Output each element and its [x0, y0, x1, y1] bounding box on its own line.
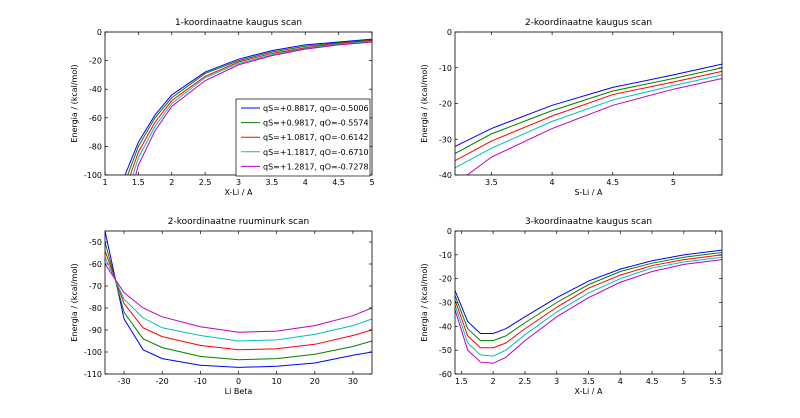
x-tick-label: 20 — [310, 377, 320, 386]
y-tick-label: -50 — [89, 238, 102, 247]
y-tick-label: -20 — [439, 275, 452, 284]
series-line-3 — [129, 40, 372, 175]
legend-entry: qS=+1.2817, qO=-0.7278 — [263, 162, 369, 171]
x-tick-label: 1.5 — [455, 377, 468, 386]
x-tick-label: 5.5 — [709, 377, 722, 386]
series-line-2 — [455, 67, 722, 154]
y-tick-label: 0 — [97, 28, 102, 37]
y-tick-label: -10 — [439, 251, 452, 260]
x-tick-label: -10 — [194, 377, 207, 386]
subplot-4: 1.5 2 2.5 3 3.5 4 4.5 5 5.5 -60 -50 -40 -30 -20 -10 0 3-… — [420, 217, 723, 396]
series-line-1 — [105, 231, 372, 368]
subplot-2: 3.5 4 4.5 5 -40 -30 -20 -10 0 2-koordinaatne kaug… — [420, 18, 723, 197]
y-tick-label: -20 — [89, 57, 102, 66]
series-line-2 — [455, 251, 722, 342]
x-tick-label: 4 — [618, 377, 623, 386]
y-tick-label: -40 — [89, 85, 102, 94]
series-line-3 — [455, 70, 722, 162]
series-line-1 — [124, 38, 372, 175]
x-tick-label: 0 — [236, 377, 241, 386]
y-tick-label: -100 — [84, 348, 102, 357]
x-tick-label: 3 — [554, 377, 559, 386]
series-line-3 — [455, 254, 722, 349]
y-tick-label: -40 — [439, 171, 452, 180]
y-tick-label: -30 — [439, 135, 452, 144]
series-line-2 — [127, 39, 372, 175]
x-tick-label: 4 — [550, 178, 555, 187]
x-tick-label: 2 — [491, 377, 496, 386]
y-tick-label: -10 — [439, 64, 452, 73]
series-line-1 — [455, 249, 722, 334]
legend-entry: qS=+0.9817, qO=-0.5574 — [263, 119, 369, 128]
legend-entry: qS=+1.1817, qO=-0.6710 — [263, 148, 369, 157]
series-line-4 — [455, 74, 722, 169]
y-tick-label: -60 — [439, 370, 452, 379]
y-tick-label: -100 — [84, 171, 102, 180]
x-axis-label: X-Li / A — [575, 387, 603, 396]
y-tick-label: -90 — [89, 326, 102, 335]
y-tick-label: -80 — [89, 304, 102, 313]
x-tick-label: 5 — [681, 377, 686, 386]
chart-title: 1-koordinaatne kaugus scan — [175, 18, 302, 28]
x-tick-label: 5 — [369, 178, 374, 187]
x-tick-label: 5 — [671, 178, 676, 187]
y-axis-label: Energia / (kcal/mol) — [420, 64, 429, 142]
x-tick-label: 2.5 — [519, 377, 532, 386]
x-axis-label: Li Beta — [225, 387, 253, 396]
x-tick-label: 1.5 — [132, 178, 145, 187]
y-tick-label: -30 — [439, 299, 452, 308]
y-axis-label: Energia / (kcal/mol) — [70, 263, 79, 341]
series-line-1 — [455, 63, 722, 147]
y-tick-label: -20 — [439, 100, 452, 109]
x-tick-label: 4 — [303, 178, 308, 187]
y-tick-label: -60 — [89, 114, 102, 123]
series-line-3 — [105, 250, 372, 351]
axes-frame — [104, 230, 373, 375]
x-tick-label: 3 — [236, 178, 241, 187]
subplot-3: -30 -20 -10 0 10 20 30-110-100-90-80-70-60-502… — [70, 217, 373, 396]
series-line-5 — [135, 41, 372, 175]
legend: qS=+0.8817, qO=-0.5006 qS=+0.9817, qO=-0.… — [235, 98, 371, 177]
x-tick-label: 2.5 — [199, 178, 212, 187]
x-tick-label: 4.5 — [646, 377, 659, 386]
series-line-4 — [455, 256, 722, 357]
x-tick-label: -20 — [156, 377, 169, 386]
series-line-5 — [105, 263, 372, 333]
x-tick-label: 3.5 — [485, 178, 498, 187]
y-tick-label: -40 — [439, 322, 452, 331]
series-line-4 — [132, 40, 372, 175]
x-tick-label: 10 — [272, 377, 282, 386]
series-line-5 — [466, 77, 722, 175]
x-axis-label: X-Li / A — [225, 188, 253, 197]
y-tick-label: -70 — [89, 282, 102, 291]
y-tick-label: 0 — [447, 227, 452, 236]
x-tick-label: 3.5 — [582, 377, 595, 386]
y-tick-label: -60 — [89, 260, 102, 269]
y-tick-label: -110 — [84, 370, 102, 379]
y-tick-label: 0 — [447, 28, 452, 37]
series-line-5 — [455, 259, 722, 364]
series-line-4 — [105, 257, 372, 342]
axes-frame — [454, 230, 723, 375]
x-tick-label: 30 — [348, 377, 358, 386]
x-tick-label: 3.5 — [266, 178, 279, 187]
x-tick-label: -30 — [118, 377, 131, 386]
legend-entry: qS=+0.8817, qO=-0.5006 — [263, 104, 369, 113]
y-tick-label: -80 — [89, 142, 102, 151]
chart-title: 2-koordinaatne ruuminurk scan — [168, 217, 309, 227]
chart-title: 2-koordinaatne kaugus scan — [525, 18, 652, 28]
x-tick-label: 4.5 — [332, 178, 345, 187]
y-tick-label: -50 — [439, 346, 452, 355]
subplot-1: 1 1.5 2 2.5 3 3.5 4 4.5 5 -100 -80 -60 -40 -20 0 1-koor… — [70, 18, 375, 197]
x-tick-label: 4.5 — [606, 178, 619, 187]
legend-entry: qS=+1.0817, qO=-0.6142 — [263, 133, 369, 142]
series-line-2 — [105, 241, 372, 361]
y-axis-label: Energia / (kcal/mol) — [70, 64, 79, 142]
x-axis-label: S-Li / A — [575, 188, 603, 197]
chart-title: 3-koordinaatne kaugus scan — [525, 217, 652, 227]
x-tick-label: 1 — [102, 178, 107, 187]
y-axis-label: Energia / (kcal/mol) — [420, 263, 429, 341]
x-tick-label: 2 — [169, 178, 174, 187]
